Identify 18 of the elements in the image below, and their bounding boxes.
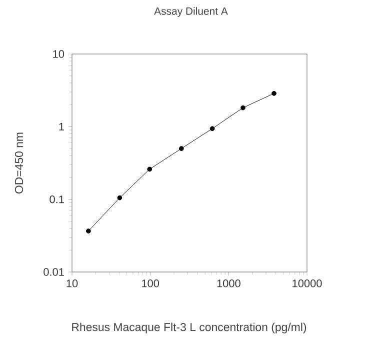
y-tick-label: 1 bbox=[59, 122, 64, 130]
point bbox=[272, 90, 276, 96]
chart-title: Assay Diluent A bbox=[154, 7, 228, 17]
point bbox=[147, 166, 152, 172]
y-tick-label: 0.1 bbox=[50, 195, 64, 204]
y-axis-title: OD=450 nm bbox=[14, 132, 24, 194]
x-tick-label: 100 bbox=[142, 280, 160, 288]
point bbox=[210, 126, 215, 132]
point bbox=[178, 146, 184, 151]
x-axis-title: Rhesus Macaque Flt-3 L concentration (pg/ml) bbox=[72, 322, 306, 334]
point bbox=[86, 228, 91, 234]
x-tick-label: 10 bbox=[66, 280, 78, 288]
x-tick-label: 10000 bbox=[292, 280, 322, 288]
y-tick-label: 10 bbox=[53, 50, 64, 58]
y-tick-label: 0.01 bbox=[44, 268, 64, 276]
x-tick-label: 1000 bbox=[217, 280, 240, 288]
point bbox=[117, 195, 122, 200]
point bbox=[240, 105, 246, 110]
